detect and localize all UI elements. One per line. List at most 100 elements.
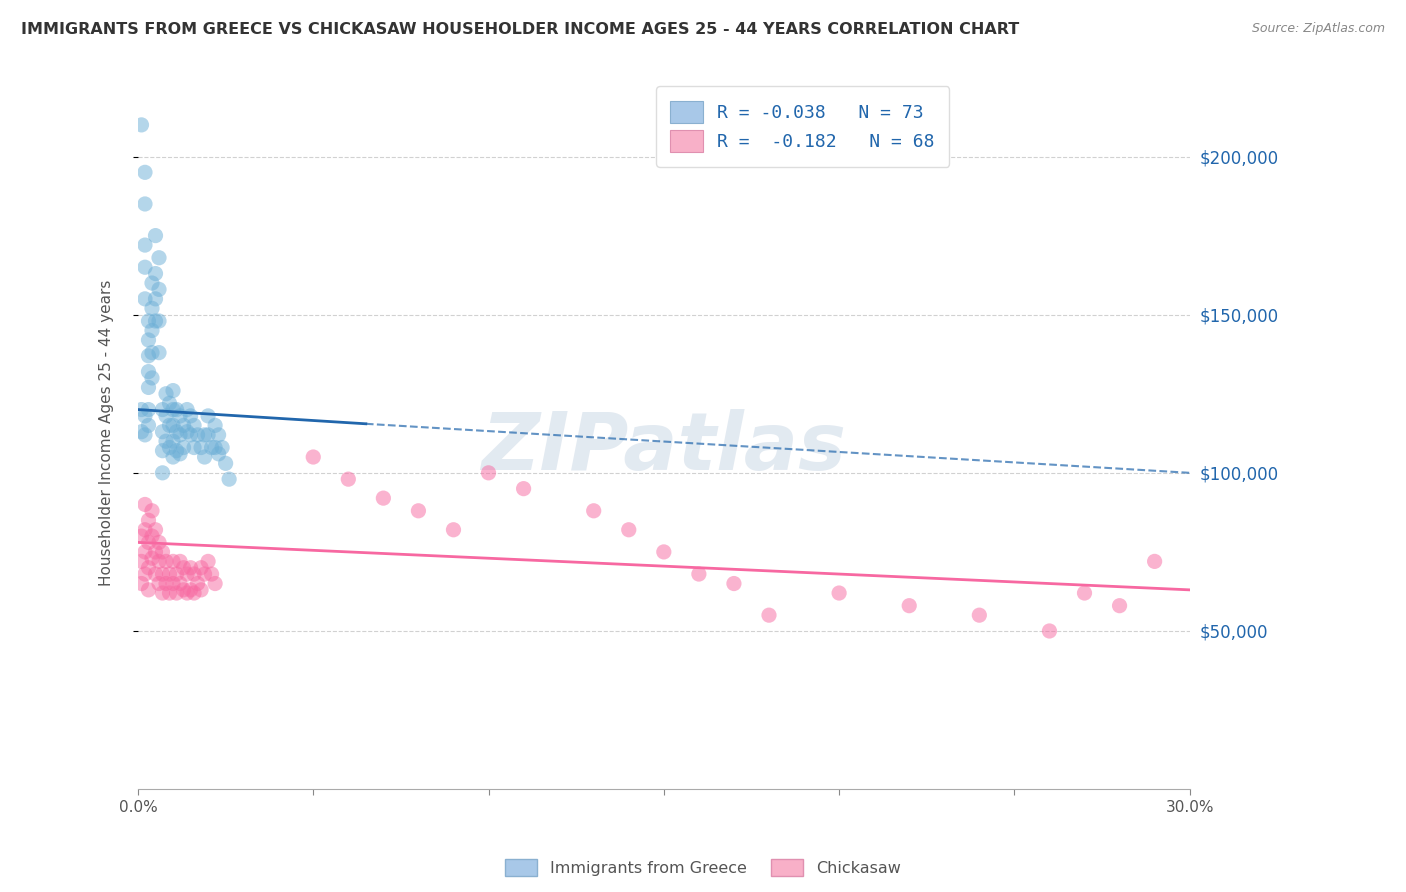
Point xyxy=(141,504,163,518)
Point xyxy=(166,567,188,582)
Point xyxy=(169,428,191,442)
Point xyxy=(190,560,212,574)
Point xyxy=(688,567,710,582)
Text: Source: ZipAtlas.com: Source: ZipAtlas.com xyxy=(1251,22,1385,36)
Point xyxy=(187,576,209,591)
Point xyxy=(204,576,226,591)
Point xyxy=(159,586,181,600)
Point xyxy=(582,504,605,518)
Point xyxy=(148,251,170,265)
Point xyxy=(169,576,191,591)
Legend: Immigrants from Greece, Chickasaw: Immigrants from Greece, Chickasaw xyxy=(498,852,908,884)
Point xyxy=(134,428,156,442)
Point xyxy=(1108,599,1130,613)
Text: ZIPatlas: ZIPatlas xyxy=(481,409,846,486)
Point xyxy=(159,418,181,433)
Text: IMMIGRANTS FROM GREECE VS CHICKASAW HOUSEHOLDER INCOME AGES 25 - 44 YEARS CORREL: IMMIGRANTS FROM GREECE VS CHICKASAW HOUS… xyxy=(21,22,1019,37)
Point xyxy=(131,554,153,568)
Point xyxy=(138,535,160,549)
Point xyxy=(200,441,222,455)
Point xyxy=(131,402,153,417)
Point xyxy=(169,554,191,568)
Point xyxy=(187,428,209,442)
Point xyxy=(204,441,226,455)
Point xyxy=(197,409,219,423)
Point xyxy=(152,443,174,458)
Point xyxy=(162,554,184,568)
Point xyxy=(134,498,156,512)
Point xyxy=(138,333,160,347)
Point xyxy=(141,529,163,543)
Point xyxy=(134,292,156,306)
Point xyxy=(138,418,160,433)
Point xyxy=(200,567,222,582)
Point xyxy=(155,386,177,401)
Point xyxy=(1073,586,1095,600)
Point xyxy=(138,314,160,328)
Point xyxy=(141,371,163,385)
Point xyxy=(443,523,465,537)
Point xyxy=(183,441,205,455)
Point xyxy=(138,560,160,574)
Point xyxy=(176,567,198,582)
Point xyxy=(173,582,195,597)
Point xyxy=(617,523,640,537)
Point xyxy=(169,409,191,423)
Point xyxy=(145,292,167,306)
Point xyxy=(190,582,212,597)
Point xyxy=(211,441,233,455)
Point xyxy=(194,567,217,582)
Point xyxy=(204,418,226,433)
Point xyxy=(141,551,163,566)
Point xyxy=(166,402,188,417)
Point xyxy=(134,523,156,537)
Y-axis label: Householder Income Ages 25 - 44 years: Householder Income Ages 25 - 44 years xyxy=(100,280,114,586)
Point xyxy=(166,586,188,600)
Point xyxy=(176,402,198,417)
Point xyxy=(162,576,184,591)
Point xyxy=(166,443,188,458)
Point xyxy=(152,466,174,480)
Point xyxy=(173,560,195,574)
Point xyxy=(145,545,167,559)
Point xyxy=(148,345,170,359)
Point xyxy=(159,396,181,410)
Point xyxy=(214,456,236,470)
Point xyxy=(180,409,202,423)
Point xyxy=(134,165,156,179)
Point xyxy=(159,441,181,455)
Point xyxy=(148,576,170,591)
Point xyxy=(134,197,156,211)
Point xyxy=(138,582,160,597)
Point xyxy=(138,380,160,394)
Point xyxy=(194,428,217,442)
Point xyxy=(183,418,205,433)
Point xyxy=(302,450,325,464)
Point xyxy=(190,441,212,455)
Point xyxy=(408,504,430,518)
Point xyxy=(162,418,184,433)
Point xyxy=(180,560,202,574)
Point xyxy=(131,576,153,591)
Point xyxy=(145,523,167,537)
Point xyxy=(148,314,170,328)
Point xyxy=(145,567,167,582)
Point xyxy=(969,608,991,623)
Point xyxy=(134,409,156,423)
Point xyxy=(828,586,851,600)
Point xyxy=(138,402,160,417)
Point xyxy=(652,545,675,559)
Point xyxy=(197,428,219,442)
Point xyxy=(145,267,167,281)
Point xyxy=(138,365,160,379)
Point xyxy=(134,567,156,582)
Point xyxy=(373,491,395,505)
Point xyxy=(141,324,163,338)
Point xyxy=(1143,554,1166,568)
Point xyxy=(176,586,198,600)
Point xyxy=(152,567,174,582)
Point xyxy=(477,466,499,480)
Point xyxy=(134,260,156,275)
Point xyxy=(723,576,745,591)
Point xyxy=(197,554,219,568)
